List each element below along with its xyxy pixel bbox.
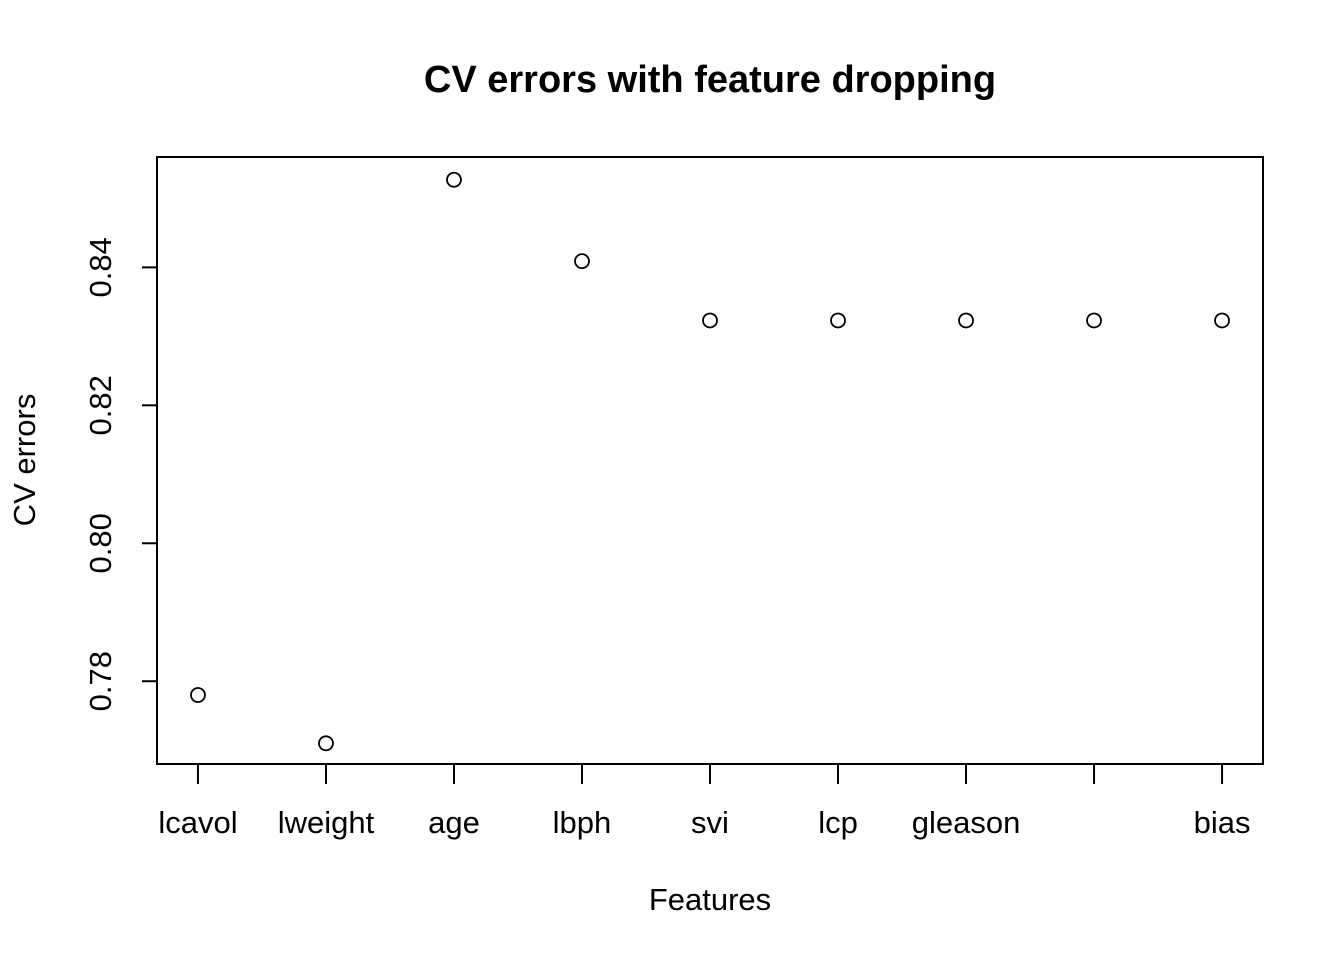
x-axis: lcavol lweight age lbph svi lcp gleason bias	[158, 764, 1250, 840]
x-tick-label: svi	[691, 805, 729, 840]
y-tick-label: 0.80	[83, 513, 118, 573]
y-axis-label: CV errors	[7, 394, 42, 527]
x-tick-label: lbph	[553, 805, 612, 840]
x-tick-label: gleason	[912, 805, 1021, 840]
data-point	[958, 312, 974, 329]
data-point	[702, 312, 718, 329]
data-point	[1086, 312, 1102, 329]
y-tick-label: 0.78	[83, 651, 118, 711]
y-axis: 0.78 0.80 0.82 0.84	[83, 237, 157, 711]
x-tick-label: lcp	[818, 805, 858, 840]
data-points	[190, 171, 1230, 752]
y-tick-label: 0.84	[83, 237, 118, 297]
x-axis-label: Features	[649, 882, 771, 917]
chart-title: CV errors with feature dropping	[424, 59, 996, 101]
plot-frame	[156, 156, 1264, 765]
data-point	[318, 735, 334, 752]
x-tick-label: bias	[1194, 805, 1251, 840]
x-tick-label: age	[428, 805, 480, 840]
x-tick-label: lweight	[278, 805, 375, 840]
data-point	[446, 171, 462, 188]
data-point	[1214, 312, 1230, 329]
y-tick-label: 0.82	[83, 375, 118, 435]
data-point	[830, 312, 846, 329]
x-tick-label: lcavol	[158, 805, 237, 840]
data-point	[190, 687, 206, 703]
data-point	[574, 253, 590, 270]
